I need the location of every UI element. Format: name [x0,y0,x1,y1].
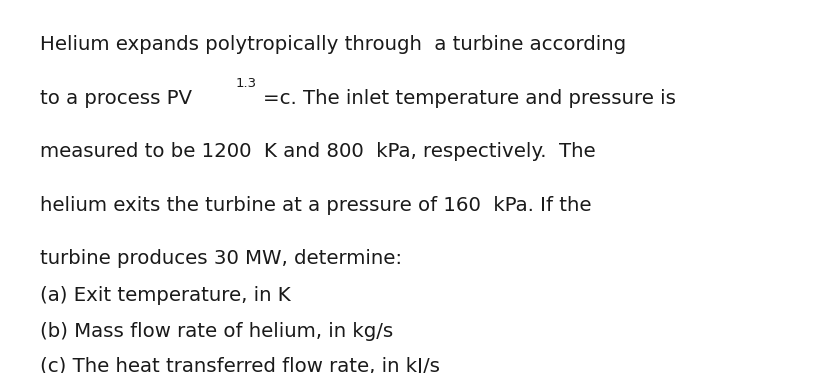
Text: helium exits the turbine at a pressure of 160  kPa. If the: helium exits the turbine at a pressure o… [40,196,591,215]
Text: (a) Exit temperature, in K: (a) Exit temperature, in K [40,286,290,305]
Text: (c) The heat transferred flow rate, in kJ/s: (c) The heat transferred flow rate, in k… [40,357,440,373]
Text: to a process PV: to a process PV [40,89,192,108]
Text: measured to be 1200  K and 800  kPa, respectively.  The: measured to be 1200 K and 800 kPa, respe… [40,142,595,162]
Text: Helium expands polytropically through  a turbine according: Helium expands polytropically through a … [40,35,626,54]
Text: (b) Mass flow rate of helium, in kg/s: (b) Mass flow rate of helium, in kg/s [40,322,393,341]
Text: =c. The inlet temperature and pressure is: =c. The inlet temperature and pressure i… [263,89,676,108]
Text: 1.3: 1.3 [236,77,257,90]
Text: turbine produces 30 MW, determine:: turbine produces 30 MW, determine: [40,250,402,269]
